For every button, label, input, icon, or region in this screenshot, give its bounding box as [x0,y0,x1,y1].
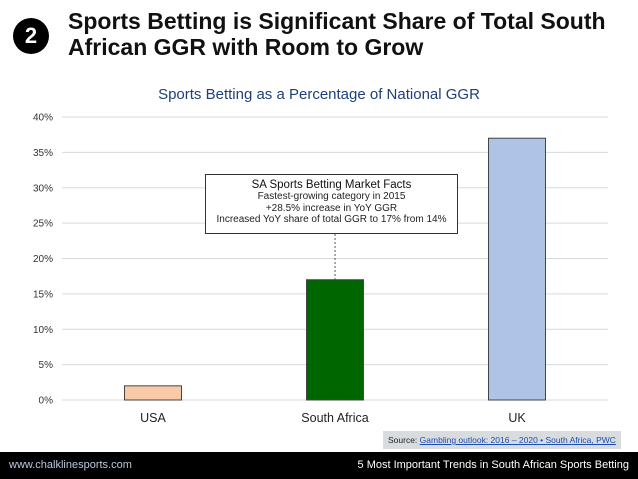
y-tick-label: 0% [39,396,54,407]
y-tick-label: 30% [33,183,53,194]
callout-line: Fastest-growing category in 2015 [257,191,406,202]
y-tick-label: 5% [39,360,54,371]
slide-number-badge: 2 [13,18,49,54]
bar [124,385,182,401]
callout-line: Increased YoY share of total GGR to 17% … [216,214,447,225]
y-tick-label: 25% [33,219,53,230]
source-note: Source: Gambling outlook: 2016 – 2020 • … [383,431,621,449]
y-tick-label: 15% [33,289,53,300]
market-facts-callout: SA Sports Betting Market Facts Fastest-g… [205,174,458,234]
footer-website[interactable]: www.chalklinesports.com [9,459,132,471]
chart-title: Sports Betting as a Percentage of Nation… [158,86,480,103]
bar [306,279,364,401]
y-tick-label: 40% [33,113,53,124]
bar [488,137,546,401]
y-tick-label: 10% [33,325,53,336]
source-link[interactable]: Gambling outlook: 2016 – 2020 • South Af… [419,435,616,445]
source-prefix: Source: [388,435,418,445]
y-tick-label: 35% [33,148,53,159]
x-category-label: UK [508,411,526,425]
callout-heading: SA Sports Betting Market Facts [251,179,412,191]
x-category-label: South Africa [301,411,368,425]
slide-title: Sports Betting is Significant Share of T… [68,8,606,60]
footer-bar: www.chalklinesports.com 5 Most Important… [0,452,638,479]
bar-chart: 0% 5% 10% 15% 20% 25% 30% 35% 40% USA South Africa… [33,113,608,425]
x-category-label: USA [140,411,166,425]
y-tick-label: 20% [33,254,53,265]
footer-presentation-title: 5 Most Important Trends in South African… [357,459,629,471]
callout-line: +28.5% increase in YoY GGR [265,202,398,214]
